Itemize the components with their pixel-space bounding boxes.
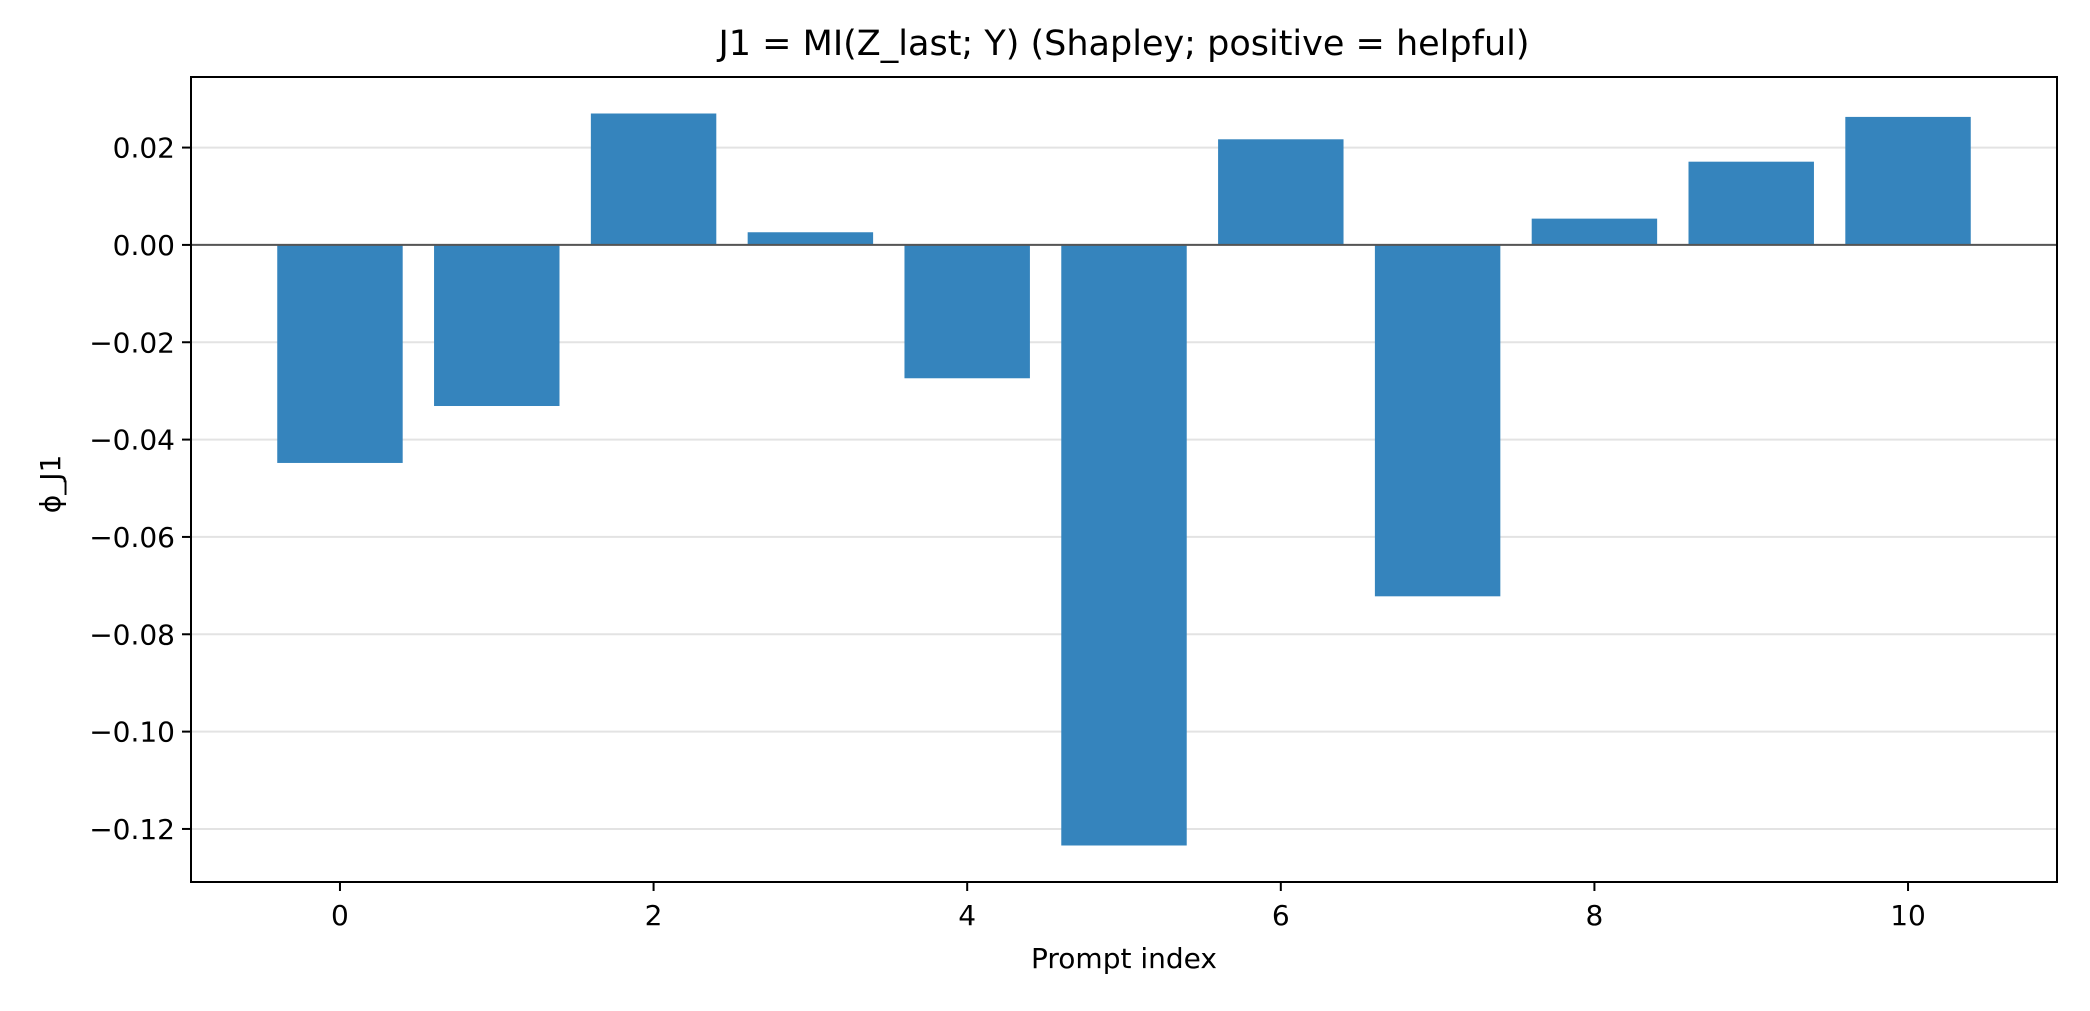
y-tick-label: −0.06 [89, 521, 175, 554]
y-tick-label: −0.04 [89, 424, 175, 457]
x-tick-label: 0 [331, 899, 349, 932]
y-tick-label: −0.10 [89, 716, 175, 749]
y-tick-label: −0.08 [89, 618, 175, 651]
bar [590, 113, 717, 245]
plot-frame [190, 76, 2058, 883]
y-tick-label: −0.12 [89, 813, 175, 846]
bar [1845, 116, 1971, 245]
y-tick-label: −0.02 [89, 326, 175, 359]
x-tick-label: 8 [1586, 899, 1604, 932]
y-tick-label: 0.00 [113, 229, 175, 262]
x-axis-label: Prompt index [1031, 942, 1217, 975]
bars [277, 113, 1971, 846]
bar [904, 244, 1030, 379]
x-axis-ticks: 0 2 4 6 8 10 [331, 882, 1926, 932]
x-tick-label: 10 [1890, 899, 1926, 932]
bar [434, 244, 560, 407]
bar [277, 244, 403, 463]
bar [1374, 244, 1501, 597]
bar [747, 232, 874, 245]
x-tick-label: 2 [645, 899, 663, 932]
x-tick-label: 4 [958, 899, 976, 932]
bar [1688, 161, 1814, 245]
y-tick-label: 0.02 [113, 132, 175, 165]
y-axis-label: ϕ_J1 [34, 455, 67, 514]
x-tick-label: 6 [1272, 899, 1290, 932]
bar [1061, 244, 1187, 846]
y-axis-ticks: 0.02 0.00 −0.02 −0.04 −0.06 −0.08 −0.10 −0.12 [89, 132, 191, 846]
bar [1218, 139, 1344, 245]
bar [1531, 218, 1658, 245]
chart-title: J1 = MI(Z_last; Y) (Shapley; positive = … [716, 24, 1529, 64]
